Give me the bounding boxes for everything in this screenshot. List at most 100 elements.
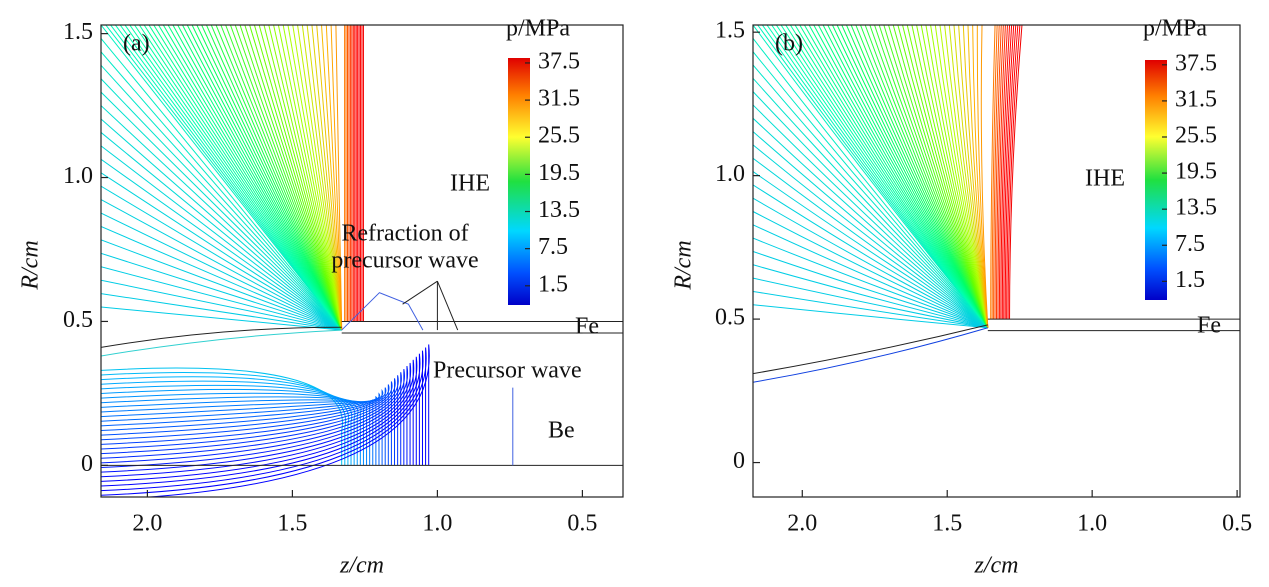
contour-line: [101, 38, 343, 331]
contour-line: [775, 25, 989, 329]
contour-line: [101, 353, 421, 487]
contour-line: [101, 293, 342, 331]
y-tick-label: 1.0: [715, 161, 745, 187]
x-tick-label: 1.0: [1077, 511, 1107, 537]
colorbar-title: p/MPa: [1143, 16, 1207, 42]
contour-line: [753, 117, 989, 329]
colorbar-tick-label: 25.5: [538, 123, 580, 149]
contour-line: [306, 25, 343, 331]
contour-line: [803, 25, 989, 328]
contour-line: [142, 344, 430, 497]
contour-line: [874, 25, 989, 328]
contour-line: [930, 25, 989, 328]
contour-line: [119, 25, 343, 331]
colorbar-tick-label: 1.5: [538, 271, 568, 297]
contour-line: [990, 25, 996, 320]
contour-line: [101, 239, 342, 331]
contour-line: [105, 25, 343, 331]
contour-line: [101, 380, 353, 466]
contour-line: [258, 25, 343, 331]
contour-line: [906, 25, 989, 328]
contour-line: [780, 25, 989, 329]
contour-line: [101, 367, 343, 466]
x-tick-label: 0.5: [1222, 511, 1252, 537]
contour-line: [268, 25, 343, 331]
contour-line: [101, 226, 342, 331]
contour-line: [101, 350, 424, 492]
contour-line: [186, 25, 343, 331]
contour-line: [101, 158, 342, 331]
contour-line: [892, 25, 989, 328]
y-axis-label: R/cm: [671, 240, 697, 290]
x-tick-label: 0.5: [567, 511, 597, 537]
contour-line: [158, 25, 343, 331]
contour-line: [883, 25, 989, 328]
x-tick-label: 2.0: [132, 511, 162, 537]
colorbar-tick-label: 31.5: [1175, 86, 1217, 112]
contour-line: [967, 25, 989, 328]
contour-line: [836, 25, 989, 328]
colorbar-tick-label: 25.5: [1175, 122, 1217, 148]
contour-line: [239, 25, 343, 331]
contour-line: [846, 25, 989, 328]
contour-line: [864, 25, 989, 328]
colorbar-tick-label: 7.5: [1175, 231, 1205, 257]
contour-line: [210, 25, 343, 331]
annotation: IHE: [1085, 166, 1125, 192]
contour-line: [962, 25, 989, 328]
panel-label: (b): [775, 31, 803, 57]
contour-line: [934, 25, 989, 328]
contour-line: [143, 25, 343, 331]
contour-line: [925, 25, 989, 328]
contour-line: [234, 25, 343, 331]
contour-line: [114, 25, 343, 331]
annotation: Refraction of: [341, 221, 468, 247]
contour-line: [129, 25, 343, 331]
plot-area: [753, 25, 1240, 383]
contour-line: [101, 395, 378, 466]
y-tick-label: 0.5: [715, 305, 745, 331]
contour-line: [138, 25, 343, 331]
contour-line: [172, 25, 343, 331]
contour-line: [101, 359, 415, 478]
contour-line: [191, 25, 343, 331]
panel-label: (a): [123, 31, 150, 57]
contour-line: [244, 25, 343, 331]
contour-line: [110, 25, 343, 331]
contour-line: [860, 25, 989, 328]
contour-line: [753, 304, 988, 329]
colorbar-tick-label: 19.5: [538, 160, 580, 186]
refraction: [341, 292, 424, 331]
contour-line: [101, 212, 342, 331]
y-tick-label: 1.5: [63, 19, 93, 45]
contour-line: [808, 25, 989, 328]
contour-line: [301, 25, 343, 331]
contour-line: [101, 185, 342, 331]
contour-line: [311, 25, 343, 331]
contour-line: [101, 51, 343, 331]
contour-line: [753, 144, 989, 329]
contour-line: [182, 25, 343, 331]
contour-line: [993, 25, 1000, 320]
contour-line: [753, 184, 989, 329]
contour-line: [920, 25, 989, 328]
contour-line: [753, 171, 989, 329]
contour-line: [813, 25, 989, 328]
contour-line: [878, 25, 989, 328]
contour-line: [948, 25, 989, 328]
contour-line: [249, 25, 343, 331]
contour-line: [902, 25, 989, 328]
contour-line: [1007, 25, 1021, 320]
contour-line: [753, 51, 989, 329]
annotation: Be: [548, 418, 575, 444]
contour-line: [753, 131, 989, 329]
contour-line: [225, 25, 343, 331]
contour-line: [976, 25, 989, 328]
contour-line: [162, 25, 343, 331]
contour-line: [330, 25, 343, 331]
contour-line: [101, 172, 342, 331]
contour-line: [753, 38, 989, 329]
contour-line: [911, 25, 989, 328]
colorbar-title: p/MPa: [506, 16, 570, 42]
contour-line: [101, 199, 342, 331]
